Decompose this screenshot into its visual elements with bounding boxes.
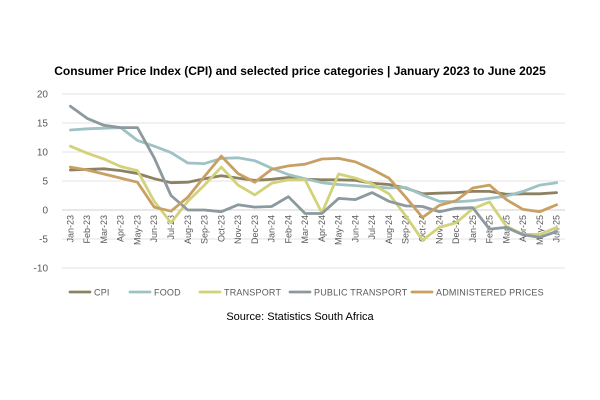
chart-title: Consumer Price Index (CPI) and selected … bbox=[54, 64, 546, 78]
legend-label: PUBLIC TRANSPORT bbox=[314, 288, 408, 298]
x-tick-label: Jun-23 bbox=[149, 215, 159, 243]
x-tick-label: Mar-23 bbox=[99, 215, 109, 244]
legend-label: CPI bbox=[94, 288, 110, 298]
y-tick-label: 5 bbox=[42, 177, 48, 188]
x-tick-label: May-24 bbox=[334, 215, 344, 245]
x-tick-label: Feb-23 bbox=[82, 215, 92, 244]
x-axis-ticks: Jan-23 Feb-23 Mar-23 Apr-23 May-23 Jun-23 Jul-… bbox=[65, 215, 561, 245]
x-tick-label: Dec-23 bbox=[250, 215, 260, 244]
x-tick-label: Oct-24 bbox=[417, 215, 427, 242]
series-lines bbox=[69, 104, 558, 242]
x-tick-label: Aug-23 bbox=[183, 215, 193, 244]
x-tick-label: May-25 bbox=[535, 215, 545, 245]
series-line-transport bbox=[69, 144, 558, 242]
x-tick-label: Apr-25 bbox=[518, 215, 528, 242]
y-tick-label: -10 bbox=[34, 264, 49, 275]
x-tick-label: Sep-23 bbox=[200, 215, 210, 244]
legend: CPI FOOD TRANSPORT PUBLIC TRANSPORT ADMINIST… bbox=[68, 288, 544, 298]
x-tick-label: Jan-25 bbox=[468, 215, 478, 243]
x-tick-label: Nov-24 bbox=[434, 215, 444, 244]
y-tick-label: 15 bbox=[37, 119, 49, 130]
x-tick-label: Nov-23 bbox=[233, 215, 243, 244]
gridlines bbox=[62, 93, 565, 269]
x-tick-label: Jun-24 bbox=[350, 215, 360, 243]
legend-label: ADMINISTERED PRICES bbox=[436, 288, 544, 298]
y-tick-label: -5 bbox=[39, 235, 48, 246]
x-tick-label: Dec-24 bbox=[451, 215, 461, 244]
y-axis-ticks: -10 -5 0 5 10 15 20 bbox=[34, 90, 49, 275]
x-tick-label: Feb-24 bbox=[283, 215, 293, 244]
x-tick-label: Sep-24 bbox=[401, 215, 411, 244]
x-tick-label: May-23 bbox=[132, 215, 142, 245]
legend-label: TRANSPORT bbox=[224, 288, 281, 298]
series-line-public-transport bbox=[69, 104, 558, 239]
series-line-food bbox=[69, 126, 558, 204]
series-line-administered-prices bbox=[69, 154, 558, 219]
x-tick-label: Apr-24 bbox=[317, 215, 327, 242]
y-tick-label: 10 bbox=[37, 148, 49, 159]
x-tick-label: Apr-23 bbox=[116, 215, 126, 242]
x-tick-label: Mar-25 bbox=[501, 215, 511, 244]
y-tick-label: 20 bbox=[37, 90, 49, 101]
x-tick-label: Aug-24 bbox=[384, 215, 394, 244]
legend-label: FOOD bbox=[154, 288, 181, 298]
x-tick-label: Jan-24 bbox=[267, 215, 277, 243]
x-tick-label: Jul-23 bbox=[166, 215, 176, 240]
x-tick-label: Mar-24 bbox=[300, 215, 310, 244]
x-tick-label: Jul-24 bbox=[367, 215, 377, 240]
x-tick-label: Jan-23 bbox=[65, 215, 75, 243]
chart-source: Source: Statistics South Africa bbox=[226, 311, 374, 323]
x-tick-label: Oct-23 bbox=[216, 215, 226, 242]
y-tick-label: 0 bbox=[42, 206, 48, 217]
